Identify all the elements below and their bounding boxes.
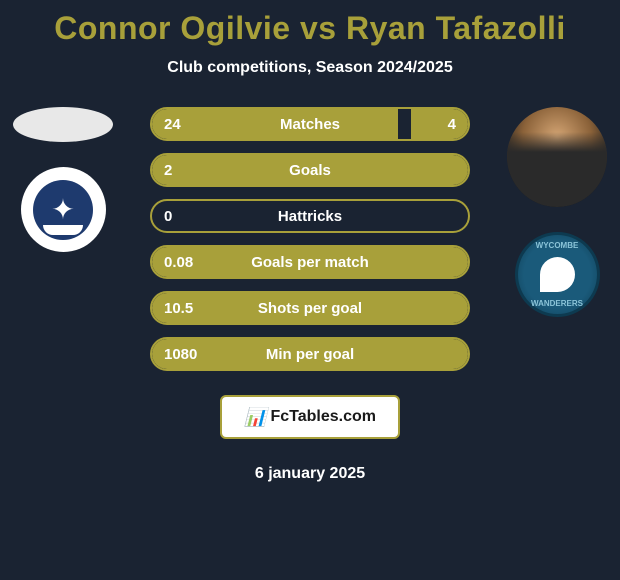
player-right-column: WYCOMBE WANDERERS	[502, 107, 612, 317]
page-title: Connor Ogilvie vs Ryan Tafazolli	[0, 10, 620, 47]
crescent-icon	[43, 225, 83, 235]
brand-text: FcTables.com	[270, 408, 376, 426]
brand-link[interactable]: 📊 FcTables.com	[220, 395, 400, 439]
chart-icon: 📊	[244, 407, 266, 428]
stat-label: Min per goal	[266, 346, 354, 363]
stat-value-right: 4	[448, 116, 456, 133]
stat-label: Shots per goal	[258, 300, 362, 317]
stats-column: 24 Matches 4 2 Goals 0 Hattricks 0.08 Go…	[130, 107, 490, 483]
main-area: ✦ 24 Matches 4 2 Goals 0 H	[0, 107, 620, 483]
stat-label: Goals per match	[251, 254, 369, 271]
stat-bar-hattricks: 0 Hattricks	[150, 199, 470, 233]
stat-value-left: 1080	[164, 346, 197, 363]
date-label: 6 january 2025	[150, 465, 470, 483]
player-left-avatar	[13, 107, 113, 142]
stat-value-left: 0	[164, 208, 172, 225]
portsmouth-badge-icon: ✦	[33, 180, 93, 240]
stat-fill-right	[411, 109, 468, 139]
stat-bar-goals: 2 Goals	[150, 153, 470, 187]
stat-fill-left	[152, 109, 398, 139]
stat-bar-matches: 24 Matches 4	[150, 107, 470, 141]
stat-value-left: 10.5	[164, 300, 193, 317]
stat-label: Matches	[280, 116, 340, 133]
stat-bar-mpg: 1080 Min per goal	[150, 337, 470, 371]
stat-value-left: 0.08	[164, 254, 193, 271]
avatar-right-face-icon	[507, 107, 607, 207]
club-left-badge: ✦	[21, 167, 106, 252]
stat-value-left: 24	[164, 116, 181, 133]
player-left-column: ✦	[8, 107, 118, 252]
club-right-badge: WYCOMBE WANDERERS	[515, 232, 600, 317]
stat-bar-gpm: 0.08 Goals per match	[150, 245, 470, 279]
star-icon: ✦	[51, 193, 74, 226]
subtitle: Club competitions, Season 2024/2025	[0, 59, 620, 77]
club-right-text-top: WYCOMBE	[536, 241, 579, 250]
stat-label: Hattricks	[278, 208, 342, 225]
stat-value-left: 2	[164, 162, 172, 179]
swan-icon	[540, 257, 575, 292]
player-right-avatar	[507, 107, 607, 207]
stat-label: Goals	[289, 162, 331, 179]
club-right-text-bottom: WANDERERS	[531, 299, 583, 308]
comparison-card: Connor Ogilvie vs Ryan Tafazolli Club co…	[0, 0, 620, 493]
stat-bar-spg: 10.5 Shots per goal	[150, 291, 470, 325]
